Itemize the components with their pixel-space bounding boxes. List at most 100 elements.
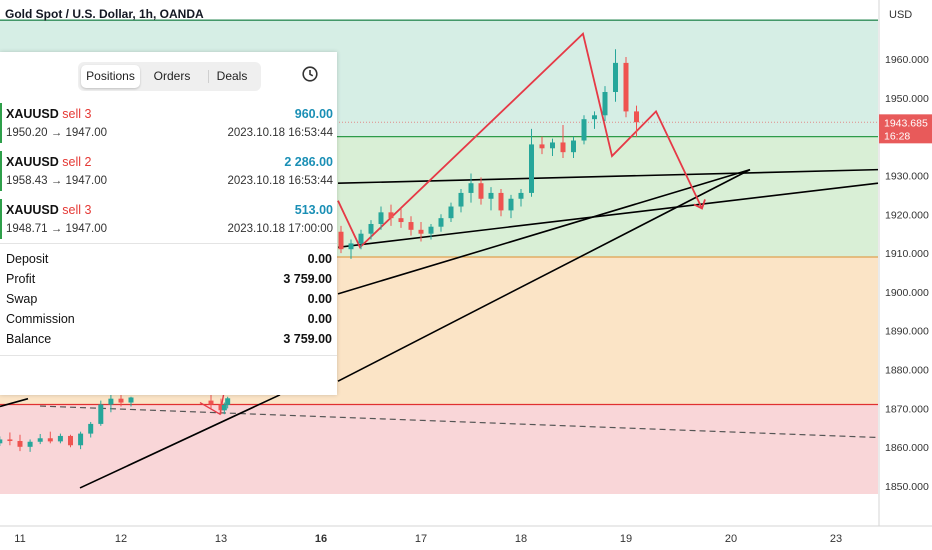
trendline [337,168,751,382]
x-tick-label: 13 [215,533,227,545]
candle-body [398,218,404,223]
candle-body [602,91,608,116]
candle-body [358,233,364,244]
summary-label: Deposit [6,252,49,266]
x-tick-label: 11 [14,533,25,545]
trendline [79,394,281,489]
position-profit: 2 286.00 [284,155,333,169]
summary-row: Swap 0.00 [6,292,332,312]
candle-body [225,398,231,405]
summary-value: 3 759.00 [283,272,332,286]
x-tick-label: 20 [725,533,737,545]
x-tick-label: 23 [830,533,842,545]
x-tick-label: 18 [515,533,527,545]
candle-body [78,433,84,446]
summary-label: Commission [6,312,75,326]
summary-row: Deposit 0.00 [6,252,332,272]
position-prices: 1948.71 → 1947.00 [6,223,108,235]
candle-body [458,192,464,207]
x-tick-label: 17 [415,533,427,545]
position-indicator [0,151,2,191]
projection-arrowhead [693,199,706,210]
summary-row: Balance 3 759.00 [6,332,332,352]
trendline [337,182,879,249]
candle-body [468,183,474,193]
position-time: 2023.10.18 16:53:44 [227,127,333,139]
account-summary: Deposit 0.00 Profit 3 759.00 Swap 0.00 C… [0,243,337,356]
candle-body [448,206,454,219]
projection-path [337,32,703,249]
candle-body [581,119,587,141]
position-prices: 1958.43 → 1947.00 [6,175,108,187]
summary-row: Profit 3 759.00 [6,272,332,292]
summary-row: Commission 0.00 [6,312,332,332]
candle-body [478,183,484,199]
y-tick-label: 1890.000 [885,326,929,338]
position-symbol: XAUUSD [6,107,59,121]
position-row[interactable]: XAUUSD sell 3 960.00 1950.20 → 1947.00 2… [0,100,337,146]
candle-body [613,62,618,92]
candle-body [17,440,23,447]
candle-body [37,438,43,442]
position-side: sell 3 [62,203,92,217]
position-profit: 960.00 [294,107,333,121]
position-time: 2023.10.18 17:00:00 [227,223,333,235]
candle-body [571,140,576,153]
last-price-badge [879,114,932,144]
candle-body [498,192,504,211]
position-time: 2023.10.18 16:53:44 [227,175,333,187]
y-tick-label: 1930.000 [885,170,929,182]
candle-body [518,192,524,199]
x-tick-label: 16 [315,533,327,545]
summary-label: Swap [6,292,38,306]
y-tick-label: 1920.000 [885,209,929,221]
y-tick-label: 1910.000 [885,248,929,260]
candle-body [208,400,214,405]
candle-body [118,398,124,403]
candle-body [378,212,384,224]
candle-body [128,397,134,403]
position-side: sell 3 [62,107,92,121]
candle-body [438,218,444,227]
candle-body [623,62,629,112]
candle-body [539,144,545,149]
clock-icon[interactable] [302,66,318,82]
candle-body [218,404,224,411]
position-row[interactable]: XAUUSD sell 3 513.00 1948.71 → 1947.00 2… [0,196,337,242]
candle-body [488,192,494,199]
position-symbol: XAUUSD [6,155,59,169]
candle-body [47,438,53,442]
position-profit: 513.00 [294,203,333,217]
candle-body [338,231,344,250]
positions-panel: Positions Orders Deals XAUUSD sell 3 960… [0,52,337,395]
candle-body [108,398,114,405]
position-indicator [0,103,2,143]
position-prices: 1950.20 → 1947.00 [6,127,108,139]
y-tick-label: 1850.000 [885,481,929,493]
y-tick-label: 1880.000 [885,365,929,377]
position-row[interactable]: XAUUSD sell 2 2 286.00 1958.43 → 1947.00… [0,148,337,194]
zone-stop [0,404,878,494]
summary-value: 0.00 [307,252,332,266]
candle-body [368,223,374,234]
y-tick-label: 1860.000 [885,442,929,454]
last-price-countdown: 16:28 [884,130,910,142]
tab-positions[interactable]: Positions [81,65,140,88]
candle-body [418,229,424,234]
candle-body [634,111,639,123]
candle-body [592,115,597,120]
tab-deals[interactable]: Deals [216,69,248,83]
y-tick-label: 1950.000 [885,93,929,105]
candle-body [88,423,94,434]
y-tick-label: 1900.000 [885,287,929,299]
position-symbol: XAUUSD [6,203,59,217]
candle-body [388,212,394,219]
candle-body [57,435,63,442]
tab-bar: Positions Orders Deals [78,62,261,91]
x-tick-label: 19 [620,533,632,545]
candle-body [7,439,13,441]
candle-body [550,142,555,149]
candle-body [508,198,514,211]
tab-orders[interactable]: Orders [153,69,191,83]
